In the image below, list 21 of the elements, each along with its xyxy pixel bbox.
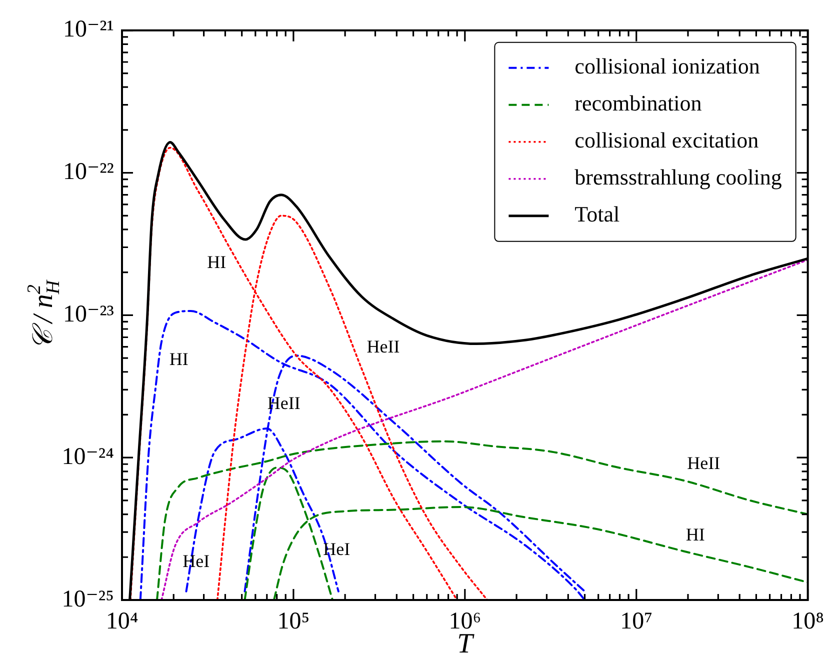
x-tick-label: 10⁷	[620, 608, 653, 635]
x-tick-label: 10⁵	[277, 608, 310, 635]
y-tick-label: 10⁻²⁴	[62, 444, 114, 470]
annotation: HeI	[323, 539, 350, 560]
annotation: HeI	[182, 551, 210, 572]
legend-label: recombination	[574, 90, 702, 116]
legend-label: collisional ionization	[574, 54, 760, 79]
x-tick-label: 10⁸	[792, 608, 824, 635]
legend-label: Total	[574, 202, 620, 227]
y-tick-label: 10⁻²²	[62, 159, 114, 186]
annotation: HeII	[687, 453, 720, 474]
y-axis-title: 𝒞 / nH2	[24, 279, 64, 350]
y-tick-label: 10⁻²¹	[62, 16, 114, 43]
legend-label: collisional excitation	[574, 128, 759, 153]
annotation: HeII	[366, 336, 400, 356]
annotation: HI	[169, 348, 188, 369]
y-tick-label: 10⁻²³	[62, 301, 114, 328]
legend-label: bremsstrahlung cooling	[574, 164, 782, 190]
annotation: HeII	[267, 392, 300, 413]
annotation: HI	[207, 252, 226, 272]
annotation: HI	[686, 524, 705, 544]
